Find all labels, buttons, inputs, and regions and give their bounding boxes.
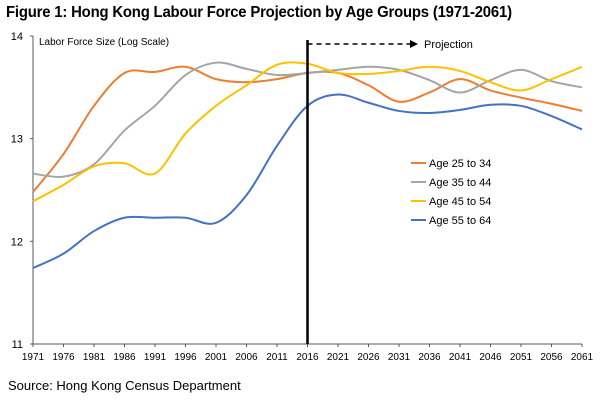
x-tick-label: 1996	[174, 352, 197, 363]
x-tick-label: 1986	[113, 352, 136, 363]
x-tick-label: 2046	[479, 352, 502, 363]
x-tick-label: 1976	[52, 352, 75, 363]
legend-entry: Age 55 to 64	[429, 215, 491, 227]
chart-title: Figure 1: Hong Kong Labour Force Project…	[6, 4, 512, 21]
x-tick-label: 2061	[571, 352, 594, 363]
x-tick-label: 2011	[266, 352, 288, 363]
y-tick-label: 12	[11, 236, 23, 248]
x-tick-label: 2051	[510, 352, 533, 363]
projection-annotation: Projection	[306, 39, 473, 344]
y-tick-label: 13	[11, 134, 23, 146]
x-tick-label: 2031	[388, 352, 411, 363]
legend-entry: Age 45 to 54	[429, 196, 491, 208]
x-tick-label: 2016	[296, 352, 319, 363]
x-tick-label: 2006	[235, 352, 258, 363]
y-axis-label: Labor Force Size (Log Scale)	[39, 37, 169, 48]
x-tick-label: 2001	[205, 352, 228, 363]
legend-entry: Age 35 to 44	[429, 177, 491, 189]
x-tick-label: 2036	[418, 352, 441, 363]
x-tick-label: 2026	[357, 352, 380, 363]
x-tick-label: 2041	[449, 352, 472, 363]
legend-entry: Age 25 to 34	[429, 158, 491, 170]
projection-arrowhead	[410, 40, 418, 48]
x-tick-label: 2021	[327, 352, 350, 363]
y-tick-label: 14	[11, 31, 23, 43]
x-tick-label: 1981	[83, 352, 106, 363]
x-tick-label: 1971	[22, 352, 45, 363]
x-tick-label: 1991	[144, 352, 167, 363]
axes: 11 12 13 14 1971 1976 1981 1986 1991 1996 2001 2006…	[11, 31, 594, 363]
x-tick-label: 2056	[540, 352, 563, 363]
projection-label: Projection	[424, 39, 473, 51]
legend: Age 25 to 34 Age 35 to 44 Age 45 to 54 Age …	[411, 158, 491, 227]
source-note: Source: Hong Kong Census Department	[8, 378, 241, 393]
y-tick-label: 11	[12, 339, 23, 351]
